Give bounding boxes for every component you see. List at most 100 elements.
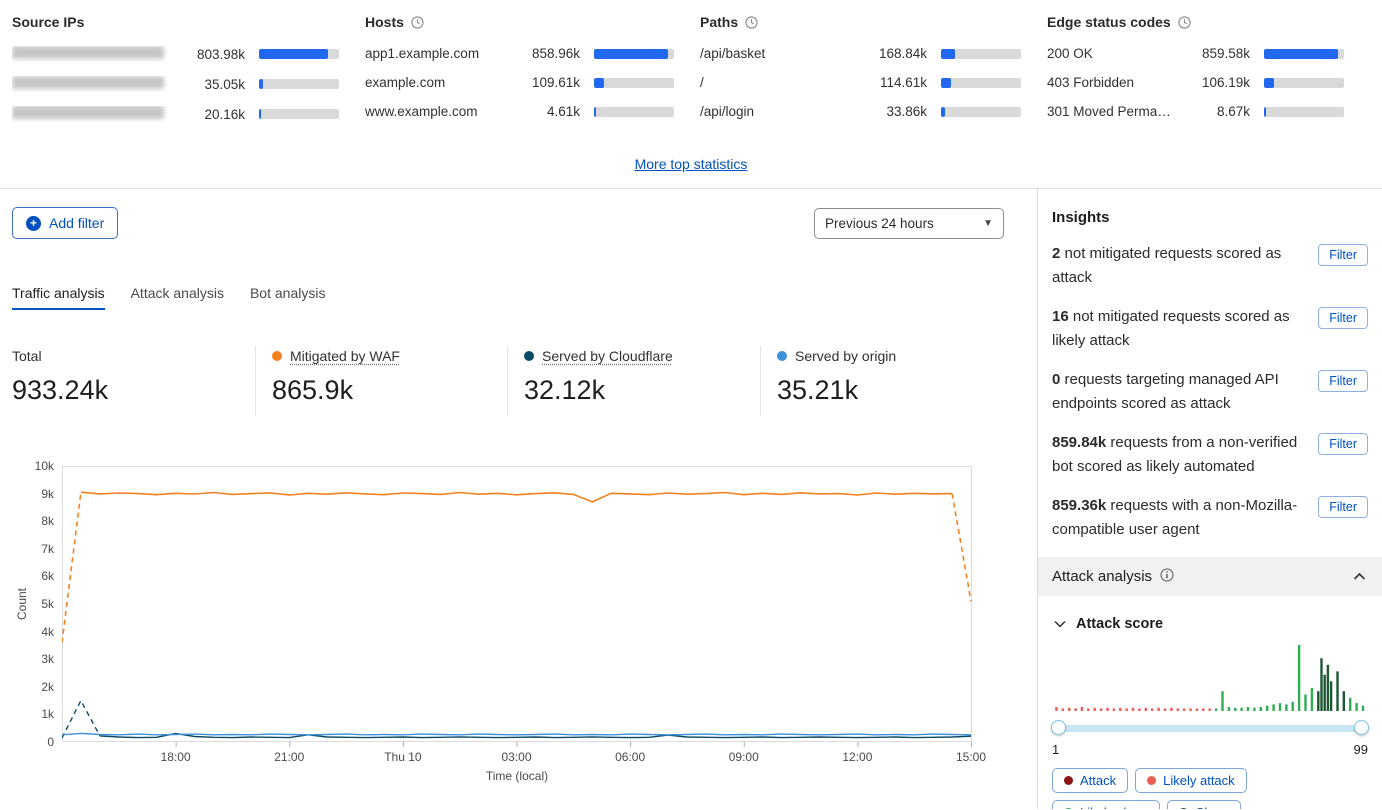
top-stat-title: Hosts <box>365 14 404 30</box>
top-stat-bar-fill <box>1264 106 1266 117</box>
top-stat-label[interactable]: app1.example.com <box>365 46 480 61</box>
more-top-statistics-link[interactable]: More top statistics <box>634 156 748 172</box>
x-axis-tick: 09:00 <box>728 750 759 764</box>
add-filter-button[interactable]: + Add filter <box>12 207 119 239</box>
top-stat-bar-fill <box>594 106 596 117</box>
insight-text: 859.36k requests with a non-Mozilla-comp… <box>1052 497 1298 538</box>
insight-filter-button[interactable]: Filter <box>1318 496 1368 518</box>
summary-value: 35.21k <box>777 375 859 405</box>
source-ip-redacted[interactable] <box>12 76 169 92</box>
top-stat-label[interactable]: 200 OK <box>1047 46 1093 61</box>
insight-text: 859.84k requests from a non-verified bot… <box>1052 434 1298 475</box>
slider-min-label: 1 <box>1052 742 1060 757</box>
slider-handle-min[interactable] <box>1051 720 1066 735</box>
clock-icon <box>745 15 758 29</box>
summary-label: Served by origin <box>777 348 1025 364</box>
analysis-tabs: Traffic analysis Attack analysis Bot analy… <box>12 285 1025 310</box>
summary-block: Served by origin 35.21k <box>760 346 1025 416</box>
top-stat-bar <box>941 48 1021 59</box>
legend-attack-button[interactable]: Attack <box>1052 768 1129 793</box>
top-stat-row: 20.16k <box>12 106 339 122</box>
y-axis-tick: 9k <box>41 486 54 501</box>
insight-filter-button[interactable]: Filter <box>1318 244 1368 266</box>
legend-likely-attack-button[interactable]: Likely attack <box>1135 768 1247 793</box>
top-statistics: Source IPs 803.98k 35.05k 20.16k Hosts app1.e… <box>0 0 1382 136</box>
top-stat-row: www.example.com 4.61k <box>365 104 674 119</box>
tab-attack-analysis[interactable]: Attack analysis <box>130 285 224 301</box>
top-stat-bar <box>1264 48 1344 59</box>
top-stat-label[interactable]: www.example.com <box>365 104 478 119</box>
time-range-select[interactable]: Previous 24 hours ▼ <box>814 207 1004 239</box>
slider-track[interactable] <box>1058 725 1362 732</box>
top-stat-column: Paths/api/basket 168.84k / 114.61k/api/logi… <box>700 14 1047 136</box>
top-stat-bar <box>594 106 674 117</box>
summary-block: Total 933.24k <box>12 346 255 416</box>
top-stat-label[interactable]: /api/basket <box>700 46 766 61</box>
top-stat-label[interactable]: example.com <box>365 75 446 90</box>
expand-attack-score-button[interactable] <box>1052 614 1068 633</box>
info-icon <box>1160 568 1174 586</box>
traffic-chart <box>62 466 972 747</box>
summary-label-text: Served by origin <box>795 348 897 364</box>
top-stat-value: 114.61k <box>879 75 927 90</box>
top-stat-bar-fill <box>594 48 668 59</box>
tab-traffic-analysis[interactable]: Traffic analysis <box>12 285 105 310</box>
legend-likely-clean-button[interactable]: Likely clean <box>1052 800 1160 809</box>
tab-bot-analysis[interactable]: Bot analysis <box>249 285 326 301</box>
chevron-down-icon: ▼ <box>983 217 993 229</box>
legend-label: Attack <box>1080 773 1117 788</box>
source-ip-redacted[interactable] <box>12 106 169 122</box>
top-stat-value: 4.61k <box>546 104 580 119</box>
top-stat-row: 803.98k <box>12 46 339 62</box>
insight-text: 2 not mitigated requests scored as attac… <box>1052 245 1282 286</box>
insight-text: 16 not mitigated requests scored as like… <box>1052 308 1290 349</box>
summary-label-text[interactable]: Mitigated by WAF <box>290 348 400 364</box>
legend-label: Likely clean <box>1080 805 1148 809</box>
insight-filter-button[interactable]: Filter <box>1318 307 1368 329</box>
slider-labels: 1 99 <box>1052 742 1368 757</box>
top-stat-label[interactable]: /api/login <box>700 104 755 119</box>
top-stat-row: example.com 109.61k <box>365 75 674 90</box>
y-axis-tick: 3k <box>41 652 54 667</box>
top-stat-bar-fill <box>1264 48 1338 59</box>
top-stat-bar <box>941 106 1021 117</box>
top-stat-value: 35.05k <box>204 76 245 92</box>
attack-score-histogram-wrap <box>1052 641 1368 718</box>
insights-list: 2 not mitigated requests scored as attac… <box>1052 242 1368 542</box>
top-stat-row: app1.example.com 858.96k <box>365 46 674 61</box>
summary-value: 865.9k <box>272 375 354 405</box>
traffic-chart-area: Count Time (local) 0 1k 2k 3k 4k 5k 6k 7k 8k 9k 10… <box>0 459 1037 800</box>
top-stat-bar-fill <box>941 48 956 59</box>
source-ip-redacted[interactable] <box>12 46 169 62</box>
summary-block: Mitigated by WAF 865.9k <box>255 346 507 416</box>
top-stat-column: Edge status codes 200 OK 859.58k 403 Forbid… <box>1047 14 1370 136</box>
top-stat-title: Source IPs <box>12 14 85 30</box>
top-stat-row: 301 Moved Permanently 8.67k <box>1047 104 1344 119</box>
summary-label-text[interactable]: Served by Cloudflare <box>542 348 673 364</box>
analytics-panel: + Add filter Previous 24 hours ▼ Traffic… <box>0 189 1037 809</box>
blurred-text <box>12 106 164 119</box>
top-stat-bar <box>259 109 339 119</box>
insight-text: 0 requests targeting managed API endpoin… <box>1052 371 1279 412</box>
attack-score-legend: Attack Likely attack Likely clean Clean <box>1052 768 1352 809</box>
insight-item: 859.36k requests with a non-Mozilla-comp… <box>1052 494 1368 542</box>
summary-value: 933.24k <box>12 375 109 405</box>
slider-handle-max[interactable] <box>1354 720 1369 735</box>
top-stat-bar-fill <box>941 106 945 117</box>
top-stat-bar <box>259 49 339 59</box>
summary-block: Served by Cloudflare 32.12k <box>507 346 760 416</box>
insight-filter-button[interactable]: Filter <box>1318 433 1368 455</box>
x-axis-tick: Thu 10 <box>384 750 422 764</box>
top-stat-label[interactable]: 403 Forbidden <box>1047 75 1135 90</box>
insight-filter-button[interactable]: Filter <box>1318 370 1368 392</box>
legend-label: Likely attack <box>1163 773 1235 788</box>
top-stat-label[interactable]: / <box>700 75 704 90</box>
top-stat-row: 35.05k <box>12 76 339 92</box>
legend-clean-button[interactable]: Clean <box>1166 800 1241 809</box>
slider-max-label: 99 <box>1353 742 1368 757</box>
collapse-section-button[interactable] <box>1351 567 1368 586</box>
top-stat-bar <box>941 77 1021 88</box>
x-axis-title: Time (local) <box>485 769 549 783</box>
top-stat-label[interactable]: 301 Moved Permanently <box>1047 104 1174 119</box>
y-axis-tick: 10k <box>34 459 54 473</box>
